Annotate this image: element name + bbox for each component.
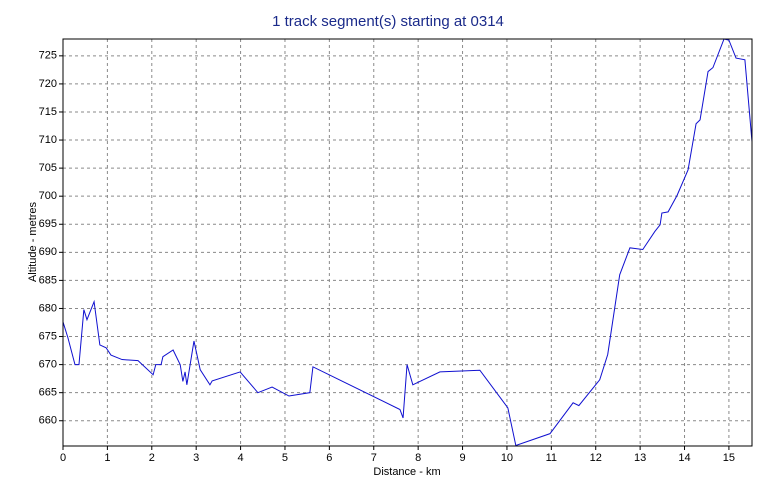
y-tick-label: 695	[39, 218, 57, 230]
y-tick-label: 720	[39, 78, 57, 90]
x-tick-label: 11	[546, 452, 557, 464]
x-tick-label: 5	[282, 452, 288, 464]
y-tick-label: 705	[39, 162, 57, 174]
plot-area	[63, 39, 752, 446]
y-tick-label: 680	[39, 302, 57, 314]
y-axis-label: Altitude - metres	[27, 201, 39, 282]
y-tick-label: 715	[39, 106, 57, 118]
x-tick-label: 14	[678, 452, 690, 464]
x-tick-label: 3	[193, 452, 199, 464]
x-tick-label: 13	[634, 452, 646, 464]
x-tick-label: 0	[60, 452, 66, 464]
y-tick-label: 660	[39, 415, 57, 427]
y-tick-label: 670	[39, 359, 57, 371]
y-tick-label: 685	[39, 274, 57, 286]
x-tick-label: 9	[459, 452, 465, 464]
x-tick-label: 15	[723, 452, 735, 464]
x-tick-label: 6	[326, 452, 332, 464]
x-axis-label: Distance - km	[373, 466, 440, 478]
y-tick-label: 710	[39, 134, 57, 146]
y-tick-label: 675	[39, 330, 57, 342]
y-tick-label: 665	[39, 387, 57, 399]
y-tick-label: 690	[39, 246, 57, 258]
y-tick-label: 700	[39, 190, 57, 202]
x-tick-label: 12	[590, 452, 602, 464]
x-tick-label: 4	[238, 452, 244, 464]
x-tick-label: 7	[371, 452, 377, 464]
chart-title: 1 track segment(s) starting at 0314	[272, 13, 504, 30]
plot-border	[62, 38, 753, 447]
x-tick-label: 1	[104, 452, 110, 464]
x-tick-label: 8	[415, 452, 421, 464]
x-tick-label: 2	[149, 452, 155, 464]
altitude-line	[62, 38, 753, 447]
x-tick-label: 10	[501, 452, 513, 464]
y-tick-label: 725	[39, 50, 57, 62]
